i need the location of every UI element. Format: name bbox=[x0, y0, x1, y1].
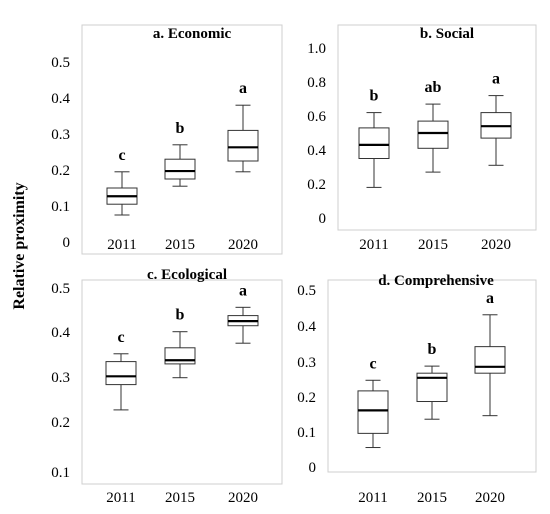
iqr-box bbox=[358, 127, 390, 160]
y-tick-label: 0.4 bbox=[307, 143, 326, 159]
y-tick-label: 0 bbox=[319, 211, 327, 227]
box-2015: b bbox=[164, 120, 196, 187]
significance-letter: b bbox=[428, 341, 437, 358]
significance-letter: a bbox=[492, 71, 500, 88]
y-tick-label: 0.1 bbox=[51, 199, 70, 215]
box-2015: b bbox=[416, 341, 448, 420]
y-tick-label: 0.6 bbox=[307, 109, 326, 125]
y-tick-label: 0.2 bbox=[307, 177, 326, 193]
y-tick-label: 0.8 bbox=[307, 75, 326, 91]
plot-frame bbox=[81, 279, 283, 485]
y-tick-label: 0.5 bbox=[51, 281, 70, 297]
significance-letter: ab bbox=[425, 79, 442, 96]
plot-frame bbox=[327, 279, 537, 473]
box-2011: c bbox=[357, 355, 389, 449]
x-tick-label: 2020 bbox=[228, 490, 258, 506]
x-tick-label: 2015 bbox=[165, 490, 195, 506]
significance-letter: a bbox=[239, 282, 247, 299]
y-tick-label: 0.3 bbox=[297, 355, 316, 371]
significance-letter: b bbox=[370, 88, 379, 105]
x-tick-label: 2020 bbox=[475, 490, 505, 506]
y-tick-label: 1.0 bbox=[307, 41, 326, 57]
y-tick-label: 0 bbox=[309, 460, 317, 476]
significance-letter: a bbox=[486, 290, 494, 307]
significance-letter: a bbox=[239, 80, 247, 97]
iqr-box bbox=[164, 158, 196, 180]
y-tick-label: 0.4 bbox=[51, 91, 70, 107]
box-2020: a bbox=[480, 71, 512, 166]
plot-frame bbox=[81, 24, 283, 255]
panel-economic: a. Economic 0 0.1 0.2 0.3 0.4 0.5 2011 2015 2020 c… bbox=[51, 24, 283, 255]
y-tick-label: 0.4 bbox=[51, 325, 70, 341]
y-tick-label: 0.2 bbox=[297, 390, 316, 406]
x-tick-label: 2011 bbox=[358, 490, 387, 506]
y-tick-label: 0.1 bbox=[297, 425, 316, 441]
y-tick-label: 0.2 bbox=[51, 415, 70, 431]
x-tick-label: 2011 bbox=[359, 237, 388, 253]
panel-title: b. Social bbox=[420, 26, 474, 42]
box-2011: b bbox=[358, 88, 390, 188]
x-tick-label: 2011 bbox=[107, 237, 136, 253]
iqr-box bbox=[357, 390, 389, 434]
significance-letter: c bbox=[118, 147, 125, 164]
panel-ecological: c. Ecological 0.1 0.2 0.3 0.4 0.5 2011 2015 2020… bbox=[51, 267, 283, 506]
box-2020: a bbox=[227, 282, 259, 344]
y-tick-label: 0.5 bbox=[51, 55, 70, 71]
box-2020: a bbox=[227, 80, 259, 173]
y-tick-label: 0.2 bbox=[51, 163, 70, 179]
y-tick-label: 0.4 bbox=[297, 319, 316, 335]
significance-letter: c bbox=[117, 329, 124, 346]
x-tick-label: 2011 bbox=[106, 490, 135, 506]
significance-letter: b bbox=[176, 120, 185, 137]
significance-letter: c bbox=[369, 355, 376, 372]
significance-letter: b bbox=[176, 307, 185, 324]
iqr-box bbox=[417, 120, 449, 149]
x-tick-label: 2020 bbox=[228, 237, 258, 253]
y-tick-label: 0.5 bbox=[297, 283, 316, 299]
x-tick-label: 2015 bbox=[417, 490, 447, 506]
iqr-box bbox=[105, 361, 137, 386]
box-2011: c bbox=[105, 329, 137, 411]
y-tick-label: 0.3 bbox=[51, 370, 70, 386]
plot-frame bbox=[337, 24, 537, 231]
iqr-box bbox=[474, 346, 506, 374]
y-tick-label: 0.1 bbox=[51, 465, 70, 481]
y-axis-title: Relative proximity bbox=[11, 182, 28, 309]
panel-title: a. Economic bbox=[153, 26, 232, 42]
panel-social: b. Social 0 0.2 0.4 0.6 0.8 1.0 2011 2015 2020 b ab… bbox=[307, 24, 537, 253]
iqr-box bbox=[164, 347, 196, 365]
box-2015: ab bbox=[417, 79, 449, 173]
y-tick-label: 0 bbox=[63, 235, 71, 251]
panel-comprehensive: d. Comprehensive 0 0.1 0.2 0.3 0.4 0.5 2011 2015… bbox=[297, 273, 537, 506]
box-2011: c bbox=[106, 147, 138, 216]
y-tick-label: 0.3 bbox=[51, 127, 70, 143]
x-tick-label: 2015 bbox=[165, 237, 195, 253]
x-tick-label: 2015 bbox=[418, 237, 448, 253]
box-2020: a bbox=[474, 290, 506, 417]
x-tick-label: 2020 bbox=[481, 237, 511, 253]
iqr-box bbox=[227, 129, 259, 162]
box-2015: b bbox=[164, 307, 196, 379]
panel-title: c. Ecological bbox=[147, 267, 227, 283]
panel-title: d. Comprehensive bbox=[378, 273, 494, 289]
